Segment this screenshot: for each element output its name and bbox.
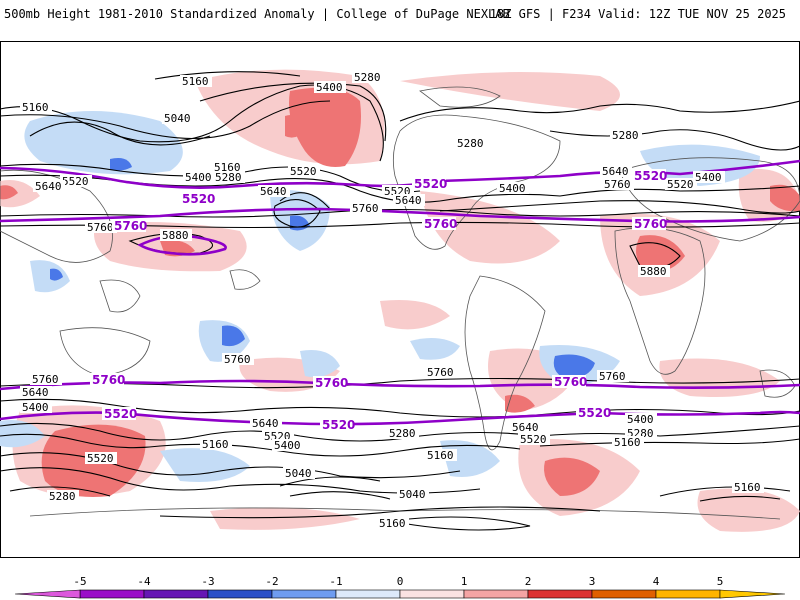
colorbar-segment <box>207 589 273 599</box>
contour-label: 5280 <box>354 71 381 84</box>
purple-contour-label: 5760 <box>424 217 457 231</box>
contour-label: 5400 <box>499 182 526 195</box>
contour-label: 5160 <box>734 481 761 494</box>
contour-label: 5280 <box>612 129 639 142</box>
contour-label: 5640 <box>22 386 49 399</box>
colorbar-segment <box>655 589 721 599</box>
colorbar-segment <box>79 589 145 599</box>
contour-label: 5280 <box>215 171 242 184</box>
contour-label: 5520 <box>520 433 547 446</box>
purple-contour-label: 5760 <box>634 217 667 231</box>
contour-label: 5760 <box>599 370 626 383</box>
contour-label: 5880 <box>162 229 189 242</box>
contour-label: 5520 <box>290 165 317 178</box>
colorbar-tick-label: 4 <box>653 575 660 588</box>
colorbar-segment <box>527 589 593 599</box>
contour-label: 5520 <box>87 452 114 465</box>
contour-label: 5640 <box>395 194 422 207</box>
contour-labels: 5160 5280 5400 5160 5040 5280 5280 5160 … <box>20 71 764 530</box>
purple-contour-label: 5520 <box>414 177 447 191</box>
colorbar-tick-label: -5 <box>73 575 86 588</box>
colorbar-segment <box>271 589 337 599</box>
contour-label: 5640 <box>260 185 287 198</box>
colorbar-segment <box>591 589 657 599</box>
purple-contour-label: 5520 <box>634 169 667 183</box>
colorbar-fill <box>14 589 786 599</box>
colorbar-segment <box>463 589 529 599</box>
contour-label: 5520 <box>667 178 694 191</box>
colorbar: -5 -4 -3 -2 -1 0 1 2 3 4 5 <box>14 575 786 599</box>
colorbar-ticks: -5 -4 -3 -2 -1 0 1 2 3 4 5 <box>73 575 723 588</box>
colorbar-tick-label: 5 <box>717 575 724 588</box>
contour-label: 5640 <box>252 417 279 430</box>
colorbar-segment <box>399 589 465 599</box>
contour-label: 5760 <box>427 366 454 379</box>
contour-label: 5160 <box>182 75 209 88</box>
contour-label: 5760 <box>87 221 114 234</box>
colorbar-right-arrow <box>719 589 786 599</box>
contour-label: 5400 <box>22 401 49 414</box>
anomaly-map: 5160 5280 5400 5160 5040 5280 5280 5160 … <box>0 41 800 558</box>
contour-label: 5760 <box>352 202 379 215</box>
contour-label: 5400 <box>185 171 212 184</box>
contour-label: 5760 <box>224 353 251 366</box>
contour-label: 5040 <box>164 112 191 125</box>
contour-label: 5160 <box>202 438 229 451</box>
contour-label: 5400 <box>316 81 343 94</box>
contour-label: 5640 <box>35 180 62 193</box>
contour-label: 5880 <box>640 265 667 278</box>
colorbar-tick-label: -1 <box>329 575 342 588</box>
contour-label: 5040 <box>399 488 426 501</box>
colorbar-segment <box>335 589 401 599</box>
purple-contour-label: 5520 <box>578 406 611 420</box>
contour-label: 5040 <box>285 467 312 480</box>
colorbar-tick-label: -2 <box>265 575 278 588</box>
purple-contour-label: 5760 <box>315 376 348 390</box>
colorbar-segment <box>143 589 209 599</box>
contour-label: 5400 <box>274 439 301 452</box>
purple-contour-label: 5520 <box>322 418 355 432</box>
contour-label: 5160 <box>214 161 241 174</box>
contour-label: 5280 <box>49 490 76 503</box>
purple-contour-label: 5520 <box>104 407 137 421</box>
purple-contour-label: 5520 <box>182 192 215 206</box>
contour-label: 5400 <box>627 413 654 426</box>
contour-label: 5640 <box>512 421 539 434</box>
contour-label: 5160 <box>614 436 641 449</box>
colorbar-tick-label: -4 <box>137 575 151 588</box>
colorbar-tick-label: 0 <box>397 575 404 588</box>
contour-label: 5160 <box>379 517 406 530</box>
colorbar-tick-label: 3 <box>589 575 596 588</box>
purple-contour-label: 5760 <box>114 219 147 233</box>
colorbar-tick-label: 2 <box>525 575 532 588</box>
contour-label: 5280 <box>389 427 416 440</box>
map-title: 500mb Height 1981-2010 Standardized Anom… <box>4 7 510 21</box>
model-run-info: 18Z GFS | F234 Valid: 12Z TUE NOV 25 202… <box>489 7 786 21</box>
contour-label: 5400 <box>695 171 722 184</box>
contour-label: 5640 <box>602 165 629 178</box>
contour-label: 5280 <box>457 137 484 150</box>
colorbar-tick-label: -3 <box>201 575 214 588</box>
contour-label: 5160 <box>22 101 49 114</box>
colorbar-tick-label: 1 <box>461 575 468 588</box>
contour-label: 5760 <box>604 178 631 191</box>
purple-contour-label: 5760 <box>92 373 125 387</box>
purple-contour-label: 5760 <box>554 375 587 389</box>
contour-label: 5160 <box>427 449 454 462</box>
contour-label: 5760 <box>32 373 59 386</box>
colorbar-left-arrow <box>14 589 81 599</box>
contour-label: 5520 <box>62 175 89 188</box>
